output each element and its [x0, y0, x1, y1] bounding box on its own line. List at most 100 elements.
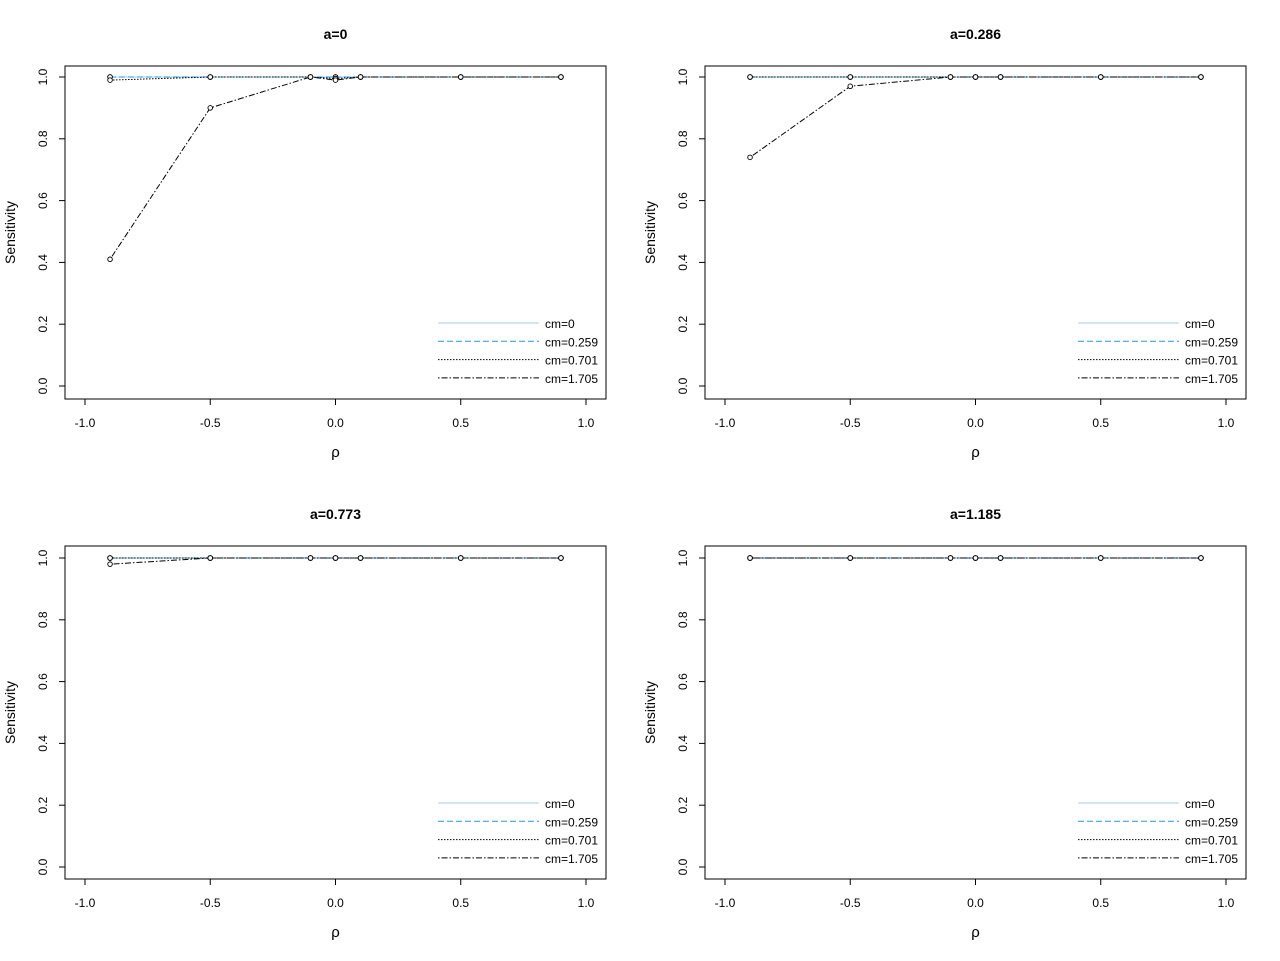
y-tick-label: 0.6 [36, 192, 50, 209]
x-tick-label: -0.5 [200, 896, 221, 910]
y-tick-label: 0.0 [676, 377, 690, 394]
chart-title: a=0 [324, 26, 348, 42]
x-tick-label: 1.0 [1218, 416, 1235, 430]
data-point [458, 74, 464, 80]
data-point [847, 83, 854, 90]
x-tick-label: 0.0 [967, 416, 984, 430]
data-point [1097, 74, 1104, 80]
x-tick-label: 1.0 [1218, 896, 1235, 910]
x-tick-label: 0.5 [1092, 896, 1109, 910]
y-tick-label: 0.8 [36, 130, 50, 147]
x-axis-label: ρ [331, 924, 340, 941]
x-tick-label: 1.0 [578, 416, 595, 430]
chart-title: a=1.185 [950, 506, 1001, 522]
chart-panel-3: a=0.773 -1.0 -0.5 0.0 0.5 1.0 0.0 0.2 0.4 0.6 0.8 1… [2, 506, 607, 941]
legend-label: cm=0.701 [545, 354, 598, 368]
data-point [997, 555, 1004, 561]
y-axis-label: Sensitivity [642, 681, 658, 744]
x-tick-label: 1.0 [578, 896, 595, 910]
data-point [558, 555, 564, 561]
legend: cm=0 cm=0.259 cm=0.701 cm=1.705 [1078, 797, 1238, 866]
y-tick-label: 0.2 [676, 797, 690, 814]
x-tick-label: 0.5 [452, 416, 469, 430]
x-tick-label: 0.5 [1092, 416, 1109, 430]
legend-label: cm=0 [545, 797, 575, 811]
data-point [972, 555, 979, 561]
x-axis-label: ρ [971, 924, 980, 941]
y-tick-label: 0.4 [36, 254, 50, 271]
data-point [847, 555, 854, 561]
data-point [747, 154, 753, 161]
legend: cm=0 cm=0.259 cm=0.701 cm=1.705 [438, 317, 598, 386]
legend-label: cm=0.701 [545, 834, 598, 848]
y-tick-label: 0.2 [36, 797, 50, 814]
chart-panel-2: a=0.286 -1.0 -0.5 0.0 0.5 1.0 0.0 0.2 0.4 0.6 0.8 1… [642, 26, 1247, 461]
x-tick-label: -0.5 [840, 416, 861, 430]
y-tick-label: 0.6 [676, 192, 690, 209]
x-tick-label: -0.5 [200, 416, 221, 430]
data-point [1198, 555, 1204, 561]
data-point [207, 105, 213, 111]
y-tick-label: 0.6 [36, 673, 50, 690]
data-point [207, 555, 213, 561]
x-tick-label: 0.5 [452, 896, 469, 910]
data-point [307, 74, 314, 80]
data-point [997, 74, 1004, 80]
legend-label: cm=1.705 [1185, 372, 1238, 386]
x-tick-label: -1.0 [715, 416, 736, 430]
y-tick-label: 0.8 [676, 611, 690, 628]
y-tick-label: 0.0 [676, 858, 690, 875]
y-tick-label: 0.2 [676, 316, 690, 333]
y-axis-label: Sensitivity [2, 201, 18, 264]
data-point [107, 561, 113, 567]
chart-panel-4: a=1.185 -1.0 -0.5 0.0 0.5 1.0 0.0 0.2 0.4 0.6 0.8 1… [642, 506, 1247, 941]
x-tick-label: -1.0 [75, 416, 96, 430]
data-point [332, 555, 339, 561]
x-tick-label: 0.0 [967, 896, 984, 910]
data-point [558, 74, 564, 80]
data-point [972, 74, 979, 80]
legend-label: cm=1.705 [545, 372, 598, 386]
legend: cm=0 cm=0.259 cm=0.701 cm=1.705 [1078, 317, 1238, 386]
legend-label: cm=0.259 [545, 335, 598, 349]
data-point [947, 555, 954, 561]
legend-label: cm=0.259 [1185, 335, 1238, 349]
y-tick-label: 0.8 [36, 611, 50, 628]
legend-label: cm=0.701 [1185, 834, 1238, 848]
y-axis-label: Sensitivity [2, 681, 18, 744]
legend-label: cm=0.701 [1185, 354, 1238, 368]
y-tick-label: 0.4 [36, 735, 50, 752]
data-point [357, 74, 364, 80]
plot-frame [64, 545, 607, 880]
data-point [847, 74, 854, 80]
y-tick-label: 1.0 [36, 68, 50, 85]
legend-label: cm=0 [1185, 317, 1215, 331]
data-point [1198, 74, 1204, 80]
data-point [947, 74, 954, 80]
data-point [332, 77, 339, 83]
series-line-4 [749, 76, 1201, 158]
data-point [747, 74, 753, 80]
y-tick-label: 0.4 [676, 254, 690, 271]
legend-label: cm=1.705 [1185, 852, 1238, 866]
data-point [107, 77, 113, 83]
legend-label: cm=0.259 [1185, 815, 1238, 829]
x-tick-label: 0.0 [327, 416, 344, 430]
y-tick-label: 0.0 [36, 858, 50, 875]
legend-label: cm=0 [1185, 797, 1215, 811]
chart-panel-1: a=0 -1.0 -0.5 0.0 0.5 1.0 0.0 0.2 0.4 0.6 0.8 1.0 ρ S… [2, 26, 607, 461]
y-tick-label: 0.8 [676, 130, 690, 147]
legend-label: cm=1.705 [545, 852, 598, 866]
x-tick-label: -1.0 [715, 896, 736, 910]
chart-title: a=0.773 [310, 506, 361, 522]
y-tick-label: 1.0 [676, 68, 690, 85]
plot-frame [64, 65, 607, 400]
legend-label: cm=0.259 [545, 815, 598, 829]
y-tick-label: 1.0 [36, 549, 50, 566]
plot-frame [704, 545, 1247, 880]
data-point [107, 256, 113, 263]
data-point [107, 555, 113, 561]
x-tick-label: 0.0 [327, 896, 344, 910]
legend: cm=0 cm=0.259 cm=0.701 cm=1.705 [438, 797, 598, 866]
plot-frame [704, 65, 1247, 400]
